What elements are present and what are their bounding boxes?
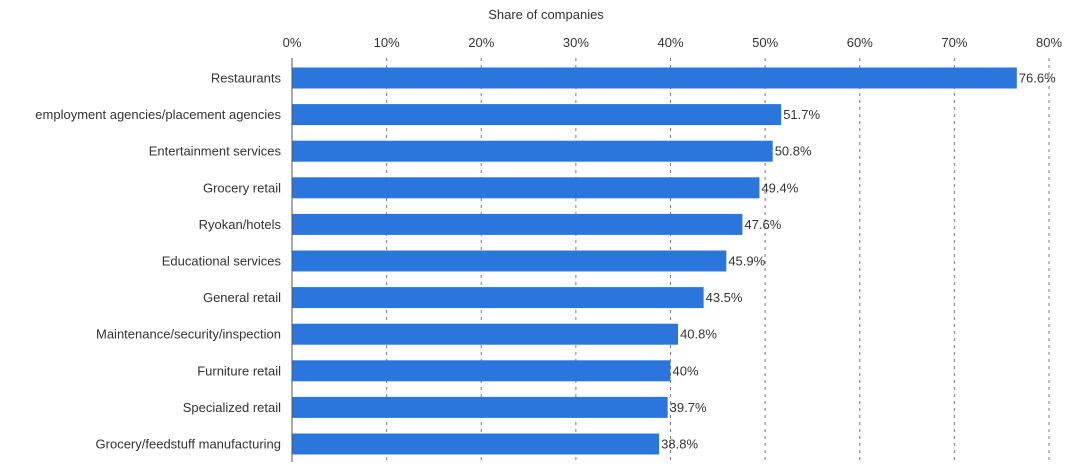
x-tick-label: 60% (847, 35, 873, 50)
category-label: employment agencies/placement agencies (35, 107, 281, 122)
category-label: General retail (203, 290, 281, 305)
bar (292, 177, 760, 199)
data-label: 50.8% (775, 144, 812, 159)
data-label: 43.5% (706, 290, 743, 305)
category-label: Furniture retail (197, 363, 281, 378)
bar (292, 323, 679, 345)
category-label: Specialized retail (183, 400, 281, 415)
category-label: Grocery retail (203, 180, 281, 195)
x-tick-label: 30% (563, 35, 589, 50)
bar (292, 287, 704, 309)
x-tick-label: 40% (657, 35, 683, 50)
category-label: Educational services (162, 254, 282, 269)
category-label: Grocery/feedstuff manufacturing (96, 437, 281, 452)
data-label: 40% (673, 363, 699, 378)
x-tick-label: 80% (1036, 35, 1062, 50)
data-label: 45.9% (728, 254, 765, 269)
category-label: Restaurants (211, 71, 282, 86)
x-tick-label: 20% (468, 35, 494, 50)
x-axis-title: Share of companies (488, 7, 604, 22)
data-label: 49.4% (761, 180, 798, 195)
bar (292, 250, 727, 272)
data-label: 40.8% (680, 327, 717, 342)
bar (292, 433, 660, 455)
bar (292, 213, 743, 235)
category-label: Maintenance/security/inspection (96, 327, 281, 342)
x-tick-label: 50% (752, 35, 778, 50)
data-label: 76.6% (1019, 71, 1056, 86)
x-tick-label: 10% (374, 35, 400, 50)
x-tick-label: 70% (941, 35, 967, 50)
bar (292, 104, 782, 126)
bar (292, 67, 1017, 89)
data-label: 51.7% (783, 107, 820, 122)
category-label: Entertainment services (149, 144, 282, 159)
bar (292, 140, 773, 162)
bars (292, 67, 1017, 455)
category-label: Ryokan/hotels (199, 217, 282, 232)
bar (292, 396, 668, 418)
gridlines (386, 58, 1050, 462)
data-label: 38.8% (661, 437, 698, 452)
x-tick-label: 0% (283, 35, 302, 50)
bar (292, 360, 671, 382)
data-label: 47.6% (744, 217, 781, 232)
data-label: 39.7% (670, 400, 707, 415)
category-labels: Restaurants employment agencies/placement… (35, 71, 281, 452)
data-labels: 76.6% 51.7% 50.8% 49.4% 47.6% 45.9% 43.5% 40.8%… (661, 71, 1056, 452)
x-axis-ticks: 0% 10% 20% 30% 40% 50% 60% 70% 80% (283, 35, 1063, 50)
